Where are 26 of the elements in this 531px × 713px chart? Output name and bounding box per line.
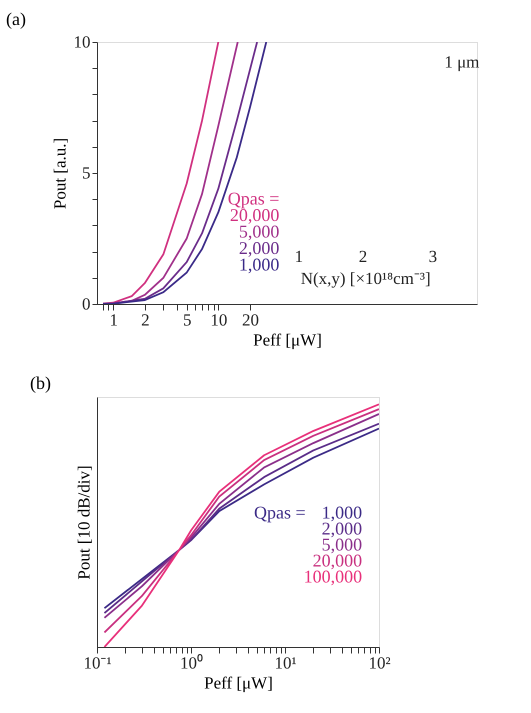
x-tick-label: 10² [368,654,391,672]
chart-title: (b) [30,373,51,393]
x-tick-label: 10¹ [274,654,297,672]
text: 1,000 [322,502,362,522]
x-tick-label: 20 [242,310,259,330]
annotation: 2 [358,246,368,266]
x-tick-label: 10⁰ [180,654,203,672]
x-tick-label: 5 [182,310,192,330]
annotation: 1 [294,246,304,266]
legend-title: Qpas = [254,502,306,522]
y-axis-title: Pout [10 dB/div] [74,465,94,580]
x-axis-title: Peff [μW] [204,674,273,692]
x-axis-title: Peff [μW] [253,330,322,350]
y-tick-label: 10 [74,32,90,52]
annotation: N(x,y) [×10¹⁸cm⁻³] [300,269,431,288]
y-axis-title: Pout [a.u.] [50,138,70,210]
y-tick-label: 0 [82,294,90,314]
annotation: 1 μm [444,52,480,72]
x-tick-label: 10⁻¹ [83,654,112,672]
chart-title: (a) [6,9,26,29]
y-tick-label: 5 [82,164,90,182]
x-tick-label: 1 [110,310,118,330]
legend-title: Qpas = [228,188,280,209]
x-tick-label: 2 [141,310,150,330]
annotation: 3 [428,246,438,266]
x-tick-label: 10 [210,310,228,330]
